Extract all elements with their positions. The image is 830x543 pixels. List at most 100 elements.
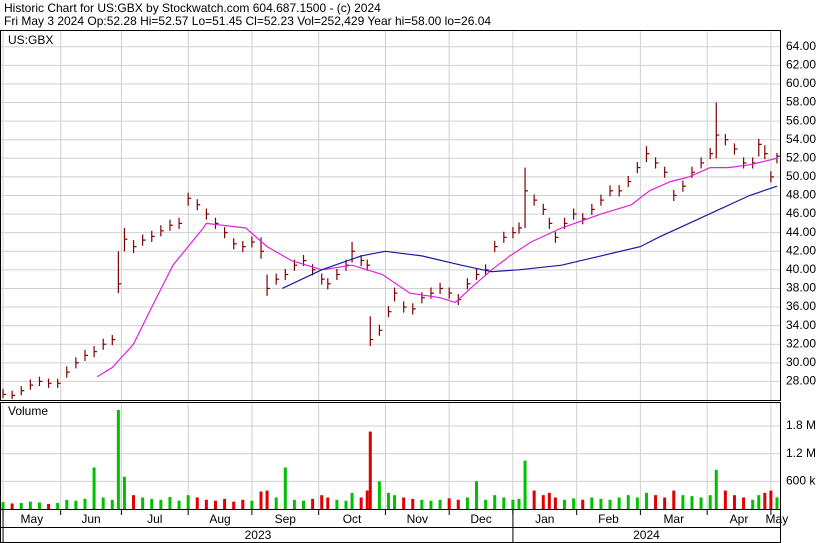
y-tick-label: 32.00 bbox=[786, 336, 816, 350]
volume-bar bbox=[116, 409, 120, 509]
volume-bar bbox=[775, 497, 779, 509]
volume-bar bbox=[599, 498, 603, 509]
volume-bar bbox=[47, 503, 51, 509]
volume-bar bbox=[10, 503, 14, 509]
volume-bar bbox=[65, 499, 69, 509]
x-tick-label: Mar bbox=[663, 512, 684, 526]
volume-bar bbox=[690, 496, 694, 509]
y-tick-label: 38.00 bbox=[786, 281, 816, 295]
volume-bar bbox=[572, 498, 576, 509]
volume-bar bbox=[150, 498, 154, 509]
x-tick-label: Aug bbox=[209, 512, 230, 526]
volume-tick-label: 600 k bbox=[786, 474, 816, 488]
volume-bar bbox=[663, 497, 667, 509]
y-tick-label: 40.00 bbox=[786, 262, 816, 276]
volume-bar bbox=[265, 490, 269, 509]
volume-bar bbox=[751, 499, 755, 509]
x-tick-label: May bbox=[766, 512, 789, 526]
y-tick-label: 48.00 bbox=[786, 188, 816, 202]
volume-bar bbox=[511, 499, 515, 509]
volume-bar bbox=[763, 492, 767, 509]
volume-bar bbox=[213, 500, 217, 509]
volume-bar bbox=[635, 497, 639, 509]
y-tick-label: 62.00 bbox=[786, 57, 816, 71]
volume-bar bbox=[420, 499, 424, 509]
volume-bar bbox=[74, 500, 78, 509]
y-tick-label: 34.00 bbox=[786, 318, 816, 332]
volume-bar bbox=[386, 492, 390, 509]
y-tick-label: 44.00 bbox=[786, 225, 816, 239]
volume-bar bbox=[359, 497, 363, 509]
volume-bar bbox=[393, 495, 397, 509]
volume-bar bbox=[223, 498, 227, 509]
volume-bar bbox=[195, 497, 199, 509]
y-tick-label: 36.00 bbox=[786, 299, 816, 313]
volume-bar bbox=[590, 497, 594, 509]
y-tick-label: 60.00 bbox=[786, 76, 816, 90]
volume-bar bbox=[56, 503, 60, 509]
volume-bar bbox=[141, 497, 145, 509]
volume-bar bbox=[608, 499, 612, 509]
volume-bar bbox=[28, 501, 32, 509]
volume-bar bbox=[335, 499, 339, 509]
x-tick-label: Feb bbox=[598, 512, 619, 526]
volume-bar bbox=[132, 495, 136, 509]
plot-area: 28.00 30.00 32.00 34.00 36.00 38.00 40.00 42.00… bbox=[0, 30, 816, 543]
volume-bar bbox=[502, 497, 506, 509]
year-label: 2023 bbox=[245, 528, 272, 542]
year-label: 2024 bbox=[633, 528, 660, 542]
volume-bar bbox=[241, 499, 245, 509]
volume-bar bbox=[438, 499, 442, 509]
volume-bar bbox=[581, 499, 585, 509]
x-tick-label: Jun bbox=[81, 512, 100, 526]
chart-subtitle: Fri May 3 2024 Op:52.28 Hi=52.57 Lo=51.4… bbox=[4, 14, 491, 28]
y-tick-label: 52.00 bbox=[786, 150, 816, 164]
volume-bar bbox=[177, 500, 181, 509]
volume-label: Volume bbox=[8, 404, 48, 418]
volume-bar bbox=[320, 495, 324, 509]
x-tick-label: Jul bbox=[147, 512, 162, 526]
volume-bar bbox=[532, 490, 536, 509]
volume-bar bbox=[204, 499, 208, 509]
volume-bar bbox=[644, 492, 648, 509]
x-tick-label: Jan bbox=[535, 512, 554, 526]
volume-bar bbox=[311, 498, 315, 509]
volume-bar bbox=[553, 497, 557, 509]
volume-bar bbox=[83, 498, 87, 509]
price-frame bbox=[0, 30, 781, 401]
volume-bar bbox=[19, 503, 23, 509]
volume-bar bbox=[368, 431, 372, 509]
volume-bar bbox=[168, 497, 172, 509]
volume-bar bbox=[101, 497, 105, 509]
volume-bar bbox=[517, 498, 521, 509]
symbol-label: US:GBX bbox=[8, 33, 53, 47]
volume-bar bbox=[250, 500, 254, 509]
volume-bar bbox=[350, 492, 354, 509]
volume-bar bbox=[1, 502, 5, 509]
volume-bar bbox=[769, 490, 773, 509]
volume-bar bbox=[563, 499, 567, 509]
volume-bar bbox=[110, 499, 114, 509]
x-tick-label: Sep bbox=[275, 512, 297, 526]
volume-bar bbox=[37, 502, 41, 509]
volume-bar bbox=[259, 491, 263, 509]
volume-bar bbox=[456, 499, 460, 509]
y-tick-label: 50.00 bbox=[786, 169, 816, 183]
volume-bar bbox=[159, 499, 163, 509]
volume-bar bbox=[92, 467, 96, 509]
chart-title: Historic Chart for US:GBX by Stockwatch.… bbox=[4, 1, 381, 15]
y-tick-label: 56.00 bbox=[786, 113, 816, 127]
volume-bar bbox=[292, 499, 296, 509]
volume-tick-label: 1.2 M bbox=[786, 446, 816, 460]
x-tick-label: Apr bbox=[730, 512, 749, 526]
x-tick-label: Dec bbox=[470, 512, 491, 526]
y-tick-label: 28.00 bbox=[786, 374, 816, 388]
volume-bar bbox=[302, 500, 306, 509]
volume-bar bbox=[714, 469, 718, 509]
volume-bar bbox=[232, 501, 236, 509]
volume-bar bbox=[365, 490, 369, 509]
volume-bar bbox=[708, 495, 712, 509]
volume-bar bbox=[672, 490, 676, 509]
volume-bar bbox=[122, 476, 126, 509]
volume-bar bbox=[429, 500, 433, 509]
